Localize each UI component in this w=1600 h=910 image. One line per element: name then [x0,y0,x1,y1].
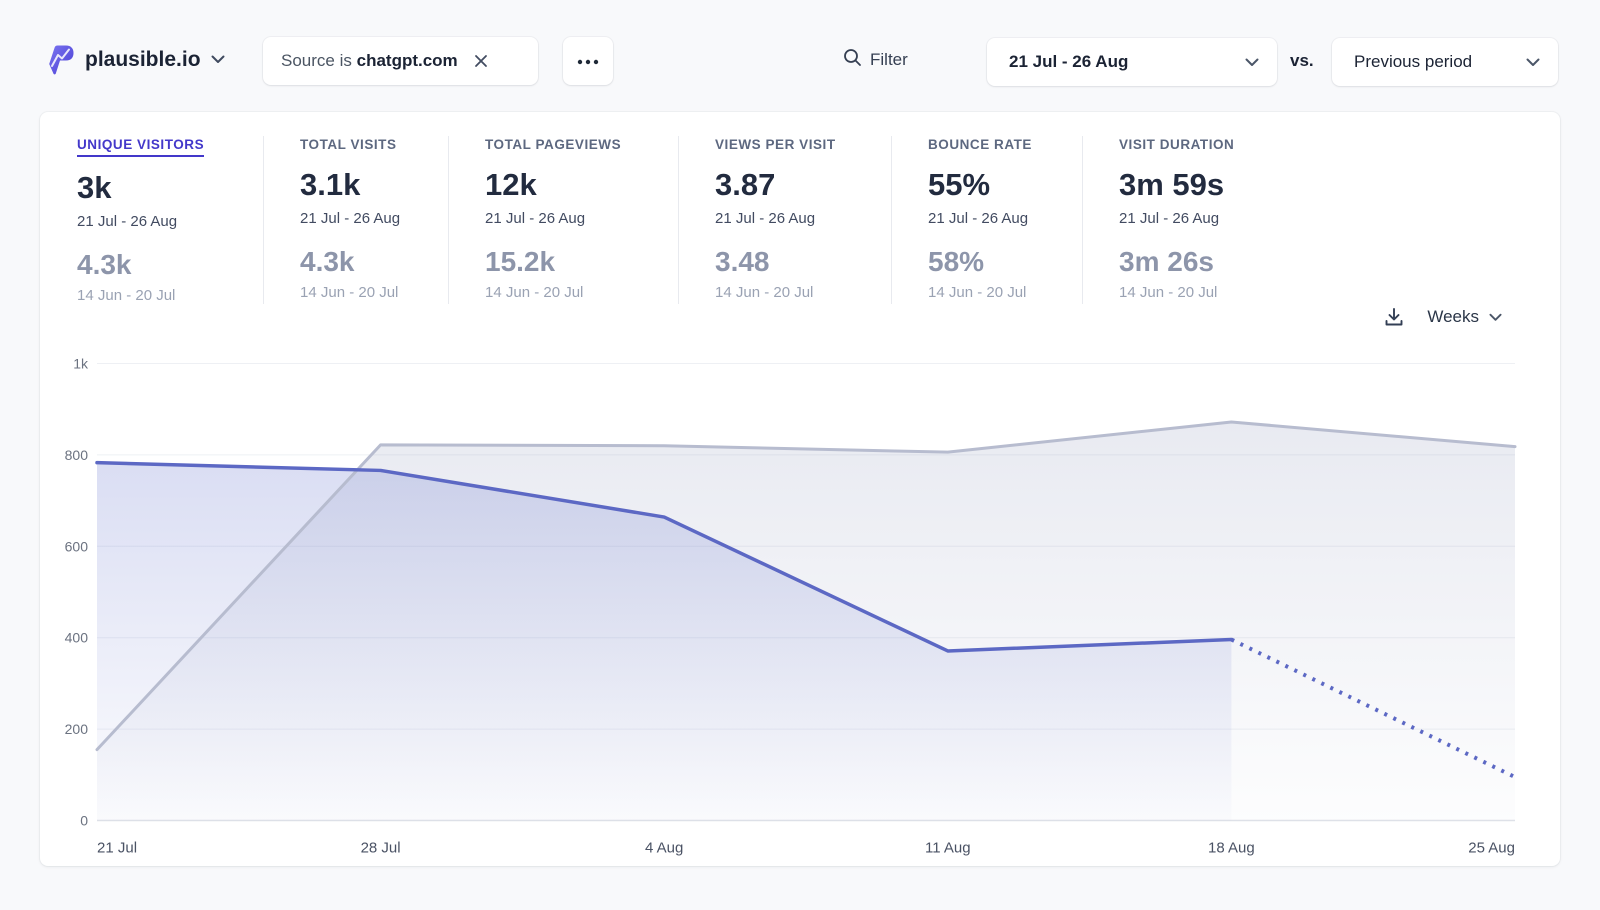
filter-chip-text: Source is chatgpt.com [281,51,458,70]
interval-value: Weeks [1427,307,1479,326]
stat-label[interactable]: BOUNCE RATE [928,137,1032,152]
svg-text:0: 0 [80,813,88,829]
stat-value: 3.1k [300,167,361,202]
stat-value: 12k [485,167,537,202]
stat-prev-period: 14 Jun - 20 Jul [77,287,176,304]
stat-label[interactable]: TOTAL VISITS [300,137,397,152]
stat-unique-visitors[interactable]: UNIQUE VISITORS 3k 21 Jul - 26 Aug 4.3k … [40,136,263,304]
search-icon [843,48,862,72]
stat-period: 21 Jul - 26 Aug [485,210,586,227]
stat-total-pageviews[interactable]: TOTAL PAGEVIEWS 12k 21 Jul - 26 Aug 15.2… [448,136,678,304]
stat-prev-period: 14 Jun - 20 Jul [715,284,814,301]
chevron-down-icon [1489,307,1502,327]
svg-text:4 Aug: 4 Aug [645,840,683,857]
stat-prev-value: 4.3k [300,246,355,277]
stat-label[interactable]: TOTAL PAGEVIEWS [485,137,622,152]
stat-bounce-rate[interactable]: BOUNCE RATE 55% 21 Jul - 26 Aug 58% 14 J… [891,136,1082,304]
svg-text:600: 600 [65,538,89,554]
stat-prev-period: 14 Jun - 20 Jul [485,284,584,301]
chevron-down-icon [211,51,225,69]
stat-prev-value: 3.48 [715,246,770,277]
filter-button[interactable]: Filter [843,48,908,72]
stat-period: 21 Jul - 26 Aug [1119,210,1220,227]
stat-value: 3.87 [715,167,776,202]
chevron-down-icon [1526,52,1540,72]
stat-period: 21 Jul - 26 Aug [77,213,178,230]
filter-button-label: Filter [870,50,908,69]
stat-prev-value: 3m 26s [1119,246,1214,277]
more-filters-button[interactable] [563,37,613,85]
plausible-logo [48,44,75,76]
download-icon [1385,308,1403,326]
svg-text:18 Aug: 18 Aug [1208,840,1255,857]
stat-value: 55% [928,167,991,202]
stats-row: UNIQUE VISITORS 3k 21 Jul - 26 Aug 4.3k … [40,136,1560,304]
stat-prev-period: 14 Jun - 20 Jul [1119,284,1218,301]
svg-text:400: 400 [65,630,89,646]
comparison-dropdown[interactable]: Previous period [1332,38,1558,86]
date-range-dropdown[interactable]: 21 Jul - 26 Aug [987,38,1277,86]
site-switcher[interactable]: plausible.io [48,44,225,76]
vs-label: vs. [1290,51,1314,70]
download-button[interactable] [1383,306,1405,328]
site-name: plausible.io [85,48,201,71]
svg-text:25 Aug: 25 Aug [1468,840,1515,857]
close-icon[interactable] [474,54,488,68]
dashboard-card: UNIQUE VISITORS 3k 21 Jul - 26 Aug 4.3k … [40,112,1560,866]
ellipsis-icon [577,52,599,70]
date-range-value: 21 Jul - 26 Aug [1009,52,1129,71]
stat-period: 21 Jul - 26 Aug [715,210,816,227]
svg-text:21 Jul: 21 Jul [97,840,137,857]
stat-label[interactable]: UNIQUE VISITORS [77,137,205,157]
svg-text:1k: 1k [73,356,89,372]
stat-prev-value: 15.2k [485,246,556,277]
filter-chip[interactable]: Source is chatgpt.com [263,37,538,85]
stat-value: 3m 59s [1119,167,1225,202]
stat-views-per-visit[interactable]: VIEWS PER VISIT 3.87 21 Jul - 26 Aug 3.4… [678,136,891,304]
stat-label[interactable]: VIEWS PER VISIT [715,137,836,152]
stat-visit-duration[interactable]: VISIT DURATION 3m 59s 21 Jul - 26 Aug 3m… [1082,136,1560,304]
chevron-down-icon [1245,52,1259,72]
stat-total-visits[interactable]: TOTAL VISITS 3.1k 21 Jul - 26 Aug 4.3k 1… [263,136,448,304]
comparison-value: Previous period [1354,52,1473,71]
stat-prev-period: 14 Jun - 20 Jul [928,284,1027,301]
stat-period: 21 Jul - 26 Aug [928,210,1029,227]
traffic-chart[interactable]: 0 200 400 600 800 1k 21 Jul 28 Jul 4 Aug 11 Aug 18… [40,112,1560,866]
svg-text:28 Jul: 28 Jul [361,840,401,857]
svg-text:11 Aug: 11 Aug [925,840,971,857]
stat-period: 21 Jul - 26 Aug [300,210,401,227]
svg-text:800: 800 [65,447,89,463]
interval-dropdown[interactable]: Weeks [1427,307,1502,327]
stat-prev-period: 14 Jun - 20 Jul [300,284,399,301]
stat-label[interactable]: VISIT DURATION [1119,137,1235,152]
stat-value: 3k [77,170,112,205]
stat-prev-value: 4.3k [77,249,132,280]
svg-text:200: 200 [65,721,89,737]
stat-prev-value: 58% [928,246,985,277]
